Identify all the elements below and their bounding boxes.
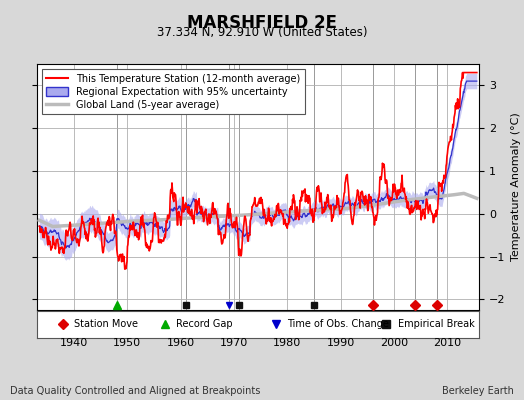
Text: Berkeley Earth: Berkeley Earth [442, 386, 514, 396]
Text: Record Gap: Record Gap [176, 319, 233, 329]
Legend: This Temperature Station (12-month average), Regional Expectation with 95% uncer: This Temperature Station (12-month avera… [41, 69, 304, 114]
Text: 37.334 N, 92.910 W (United States): 37.334 N, 92.910 W (United States) [157, 26, 367, 39]
Text: Empirical Break: Empirical Break [398, 319, 474, 329]
Text: MARSHFIELD 2E: MARSHFIELD 2E [187, 14, 337, 32]
Text: 1960: 1960 [167, 338, 195, 348]
Text: Data Quality Controlled and Aligned at Breakpoints: Data Quality Controlled and Aligned at B… [10, 386, 261, 396]
Text: 1950: 1950 [113, 338, 141, 348]
Text: 1940: 1940 [60, 338, 88, 348]
Y-axis label: Temperature Anomaly (°C): Temperature Anomaly (°C) [511, 113, 521, 261]
Text: Station Move: Station Move [74, 319, 138, 329]
Text: 2010: 2010 [433, 338, 462, 348]
Text: Time of Obs. Change: Time of Obs. Change [287, 319, 389, 329]
Text: 1970: 1970 [220, 338, 248, 348]
Text: 2000: 2000 [380, 338, 408, 348]
Text: 1990: 1990 [326, 338, 355, 348]
Text: 1980: 1980 [274, 338, 301, 348]
